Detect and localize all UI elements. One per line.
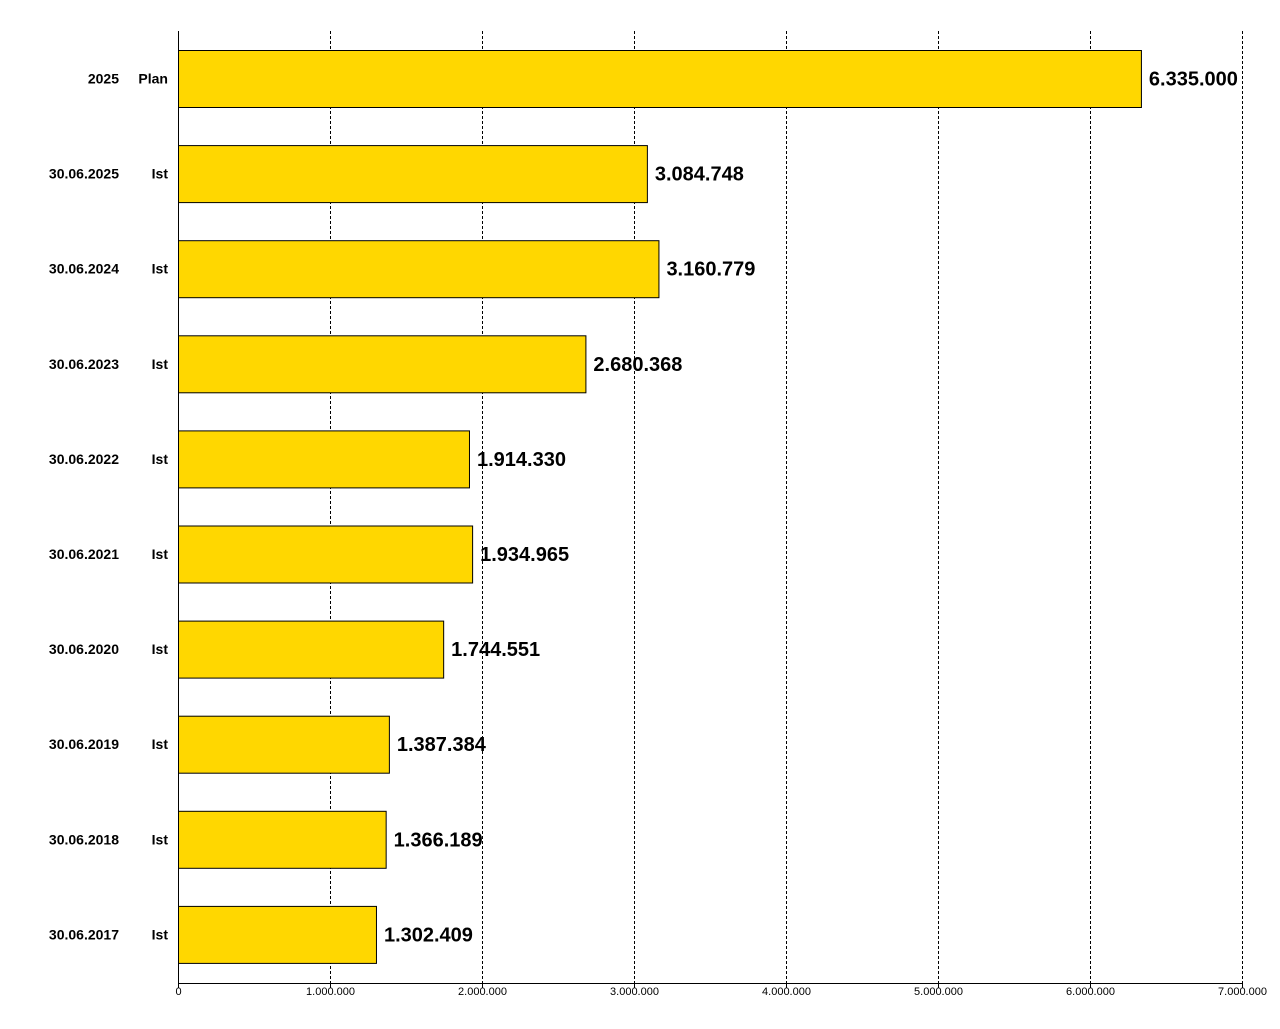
category-kind-label: Ist xyxy=(152,356,169,372)
category-kind-label: Ist xyxy=(152,831,169,847)
bar xyxy=(178,335,587,394)
bar xyxy=(178,430,470,489)
category-kind-label: Ist xyxy=(152,261,169,277)
bar-value-label: 1.387.384 xyxy=(397,734,487,756)
category-date-label: 30.06.2024 xyxy=(49,261,119,277)
x-tick-label: 2.000.000 xyxy=(458,986,507,998)
x-tick-label: 1.000.000 xyxy=(306,986,355,998)
category-kind-label: Ist xyxy=(152,736,169,752)
bar-value-label: 2.680.368 xyxy=(593,354,682,376)
category-date-label: 30.06.2017 xyxy=(49,926,119,942)
bar xyxy=(178,905,377,964)
category-date-label: 30.06.2021 xyxy=(49,546,119,562)
category-date-label: 30.06.2018 xyxy=(49,831,119,847)
bar xyxy=(178,715,390,774)
bar-value-label: 1.366.189 xyxy=(394,829,483,851)
bar-value-label: 1.934.965 xyxy=(480,544,569,566)
x-tick-label: 5.000.000 xyxy=(914,986,963,998)
x-tick-label: 3.000.000 xyxy=(610,986,659,998)
bar-value-label: 1.914.330 xyxy=(477,449,566,471)
category-date-label: 2025 xyxy=(88,71,119,87)
bar-value-label: 3.160.779 xyxy=(666,259,755,281)
x-tick-label: 0 xyxy=(175,986,181,998)
bar xyxy=(178,620,445,679)
bar-value-label: 1.302.409 xyxy=(384,924,473,946)
bar-value-label: 6.335.000 xyxy=(1149,69,1238,91)
bar xyxy=(178,240,660,299)
category-kind-label: Ist xyxy=(152,451,169,467)
category-kind-label: Ist xyxy=(152,926,169,942)
x-tick-label: 4.000.000 xyxy=(762,986,811,998)
bar xyxy=(178,50,1142,108)
category-kind-label: Plan xyxy=(138,71,168,87)
bar-value-label: 1.744.551 xyxy=(451,639,540,661)
x-tick-label: 6.000.000 xyxy=(1066,986,1115,998)
bar xyxy=(178,145,648,204)
bar-value-label: 3.084.748 xyxy=(655,164,744,186)
category-kind-label: Ist xyxy=(152,546,169,562)
bar xyxy=(178,810,387,869)
category-kind-label: Ist xyxy=(152,641,169,657)
category-kind-label: Ist xyxy=(152,166,169,182)
category-date-label: 30.06.2019 xyxy=(49,736,119,752)
x-tick-label: 7.000.000 xyxy=(1218,986,1267,998)
category-date-label: 30.06.2022 xyxy=(49,451,119,467)
bar xyxy=(178,525,474,584)
category-date-label: 30.06.2025 xyxy=(49,166,119,182)
category-date-label: 30.06.2023 xyxy=(49,356,119,372)
category-date-label: 30.06.2020 xyxy=(49,641,119,657)
